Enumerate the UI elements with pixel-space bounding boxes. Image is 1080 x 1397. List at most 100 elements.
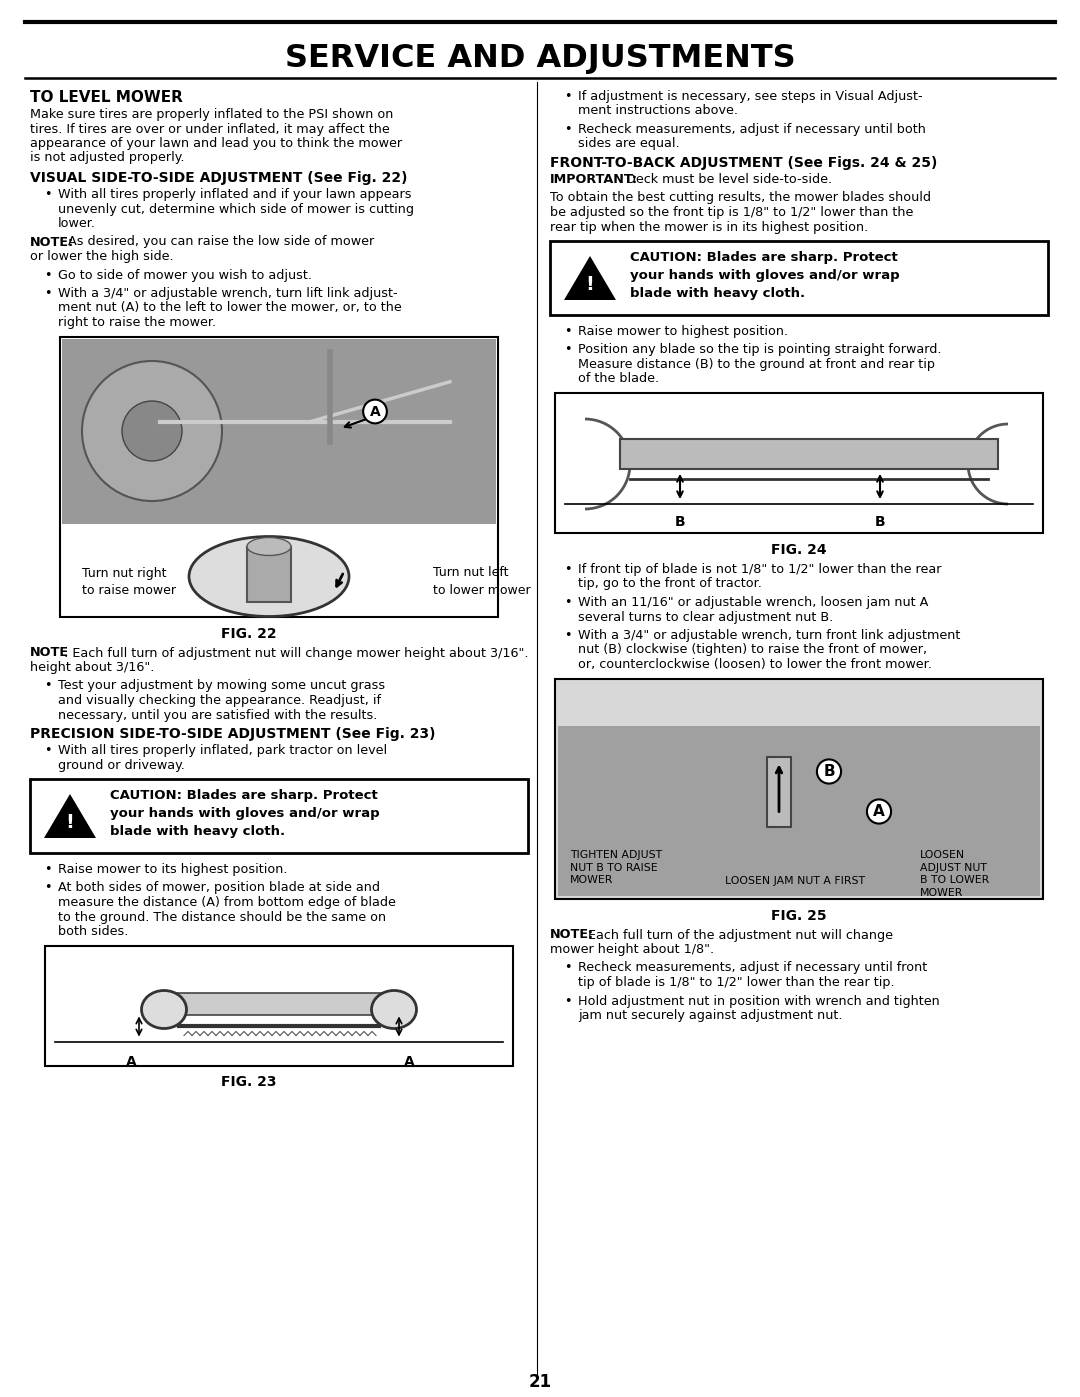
Text: !: !: [585, 274, 594, 293]
Text: •: •: [44, 268, 52, 282]
Text: tires. If tires are over or under inflated, it may affect the: tires. If tires are over or under inflat…: [30, 123, 390, 136]
Text: : Each full turn of adjustment nut will change mower height about 3/16".: : Each full turn of adjustment nut will …: [64, 647, 528, 659]
Text: 21: 21: [528, 1373, 552, 1391]
Text: FIG. 25: FIG. 25: [771, 908, 827, 922]
Text: height about 3/16".: height about 3/16".: [30, 661, 154, 673]
Text: tip of blade is 1/8" to 1/2" lower than the rear tip.: tip of blade is 1/8" to 1/2" lower than …: [578, 977, 894, 989]
Text: •: •: [564, 563, 571, 576]
Text: With an 11/16" or adjustable wrench, loosen jam nut A: With an 11/16" or adjustable wrench, loo…: [578, 597, 929, 609]
Bar: [45, 946, 513, 1066]
Text: With a 3/4" or adjustable wrench, turn front link adjustment: With a 3/4" or adjustable wrench, turn f…: [578, 629, 960, 643]
Text: both sides.: both sides.: [58, 925, 129, 937]
Text: •: •: [564, 326, 571, 338]
Text: NOTE:: NOTE:: [550, 929, 594, 942]
Text: ment instructions above.: ment instructions above.: [578, 105, 738, 117]
Bar: [620, 439, 998, 469]
Text: or lower the high side.: or lower the high side.: [30, 250, 174, 263]
Text: Raise mower to its highest position.: Raise mower to its highest position.: [58, 863, 287, 876]
Text: mower height about 1/8".: mower height about 1/8".: [550, 943, 714, 956]
Text: of the blade.: of the blade.: [578, 373, 659, 386]
Text: •: •: [44, 286, 52, 300]
Text: B: B: [875, 515, 886, 529]
Bar: [247, 546, 291, 602]
Text: A: A: [369, 405, 380, 419]
Bar: [555, 393, 1043, 534]
Text: Hold adjustment nut in position with wrench and tighten: Hold adjustment nut in position with wre…: [578, 995, 940, 1007]
Text: At both sides of mower, position blade at side and: At both sides of mower, position blade a…: [58, 882, 380, 894]
Circle shape: [82, 360, 222, 502]
Text: rear tip when the mower is in its highest position.: rear tip when the mower is in its highes…: [550, 221, 868, 233]
Text: With all tires properly inflated, park tractor on level: With all tires properly inflated, park t…: [58, 745, 387, 757]
Text: Deck must be level side-to-side.: Deck must be level side-to-side.: [622, 173, 832, 186]
Ellipse shape: [372, 990, 417, 1028]
Text: PRECISION SIDE-TO-SIDE ADJUSTMENT (See Fig. 23): PRECISION SIDE-TO-SIDE ADJUSTMENT (See F…: [30, 726, 435, 740]
Ellipse shape: [247, 538, 291, 556]
Text: LOOSEN
ADJUST NUT
B TO LOWER
MOWER: LOOSEN ADJUST NUT B TO LOWER MOWER: [920, 851, 989, 898]
Text: ground or driveway.: ground or driveway.: [58, 759, 185, 771]
Text: nut (B) clockwise (tighten) to raise the front of mower,: nut (B) clockwise (tighten) to raise the…: [578, 644, 927, 657]
Text: SERVICE AND ADJUSTMENTS: SERVICE AND ADJUSTMENTS: [285, 42, 795, 74]
Text: several turns to clear adjustment nut B.: several turns to clear adjustment nut B.: [578, 610, 834, 623]
Text: tip, go to the front of tractor.: tip, go to the front of tractor.: [578, 577, 761, 591]
Text: !: !: [66, 813, 75, 831]
Text: With a 3/4" or adjustable wrench, turn lift link adjust-: With a 3/4" or adjustable wrench, turn l…: [58, 286, 397, 300]
Text: A: A: [873, 805, 885, 819]
Text: B: B: [675, 515, 686, 529]
Text: Turn nut left
to lower mower: Turn nut left to lower mower: [433, 567, 530, 597]
Text: NOTE:: NOTE:: [30, 236, 75, 249]
Bar: [30, 780, 528, 854]
Text: Test your adjustment by mowing some uncut grass: Test your adjustment by mowing some uncu…: [58, 679, 386, 693]
Text: Recheck measurements, adjust if necessary until front: Recheck measurements, adjust if necessar…: [578, 961, 928, 975]
Bar: [550, 242, 1048, 314]
Text: sides are equal.: sides are equal.: [578, 137, 679, 151]
Text: lower.: lower.: [58, 217, 96, 231]
Text: ment nut (A) to the left to lower the mower, or, to the: ment nut (A) to the left to lower the mo…: [58, 302, 402, 314]
Text: Go to side of mower you wish to adjust.: Go to side of mower you wish to adjust.: [58, 268, 312, 282]
Text: •: •: [564, 597, 571, 609]
Text: •: •: [44, 882, 52, 894]
Text: •: •: [44, 679, 52, 693]
Ellipse shape: [189, 536, 349, 616]
Text: unevenly cut, determine which side of mower is cutting: unevenly cut, determine which side of mo…: [58, 203, 414, 215]
Text: Position any blade so the tip is pointing straight forward.: Position any blade so the tip is pointin…: [578, 344, 942, 356]
Text: •: •: [564, 89, 571, 103]
Bar: [60, 337, 498, 616]
Text: As desired, you can raise the low side of mower: As desired, you can raise the low side o…: [68, 236, 375, 249]
Text: To obtain the best cutting results, the mower blades should: To obtain the best cutting results, the …: [550, 191, 931, 204]
Text: A: A: [125, 1055, 136, 1069]
Text: A: A: [404, 1055, 415, 1069]
Text: appearance of your lawn and lead you to think the mower: appearance of your lawn and lead you to …: [30, 137, 402, 149]
Text: or, counterclockwise (loosen) to lower the front mower.: or, counterclockwise (loosen) to lower t…: [578, 658, 932, 671]
Text: •: •: [564, 123, 571, 136]
Text: Recheck measurements, adjust if necessary until both: Recheck measurements, adjust if necessar…: [578, 123, 926, 136]
Text: IMPORTANT:: IMPORTANT:: [550, 173, 638, 186]
Text: •: •: [44, 745, 52, 757]
Text: CAUTION: Blades are sharp. Protect
your hands with gloves and/or wrap
blade with: CAUTION: Blades are sharp. Protect your …: [630, 251, 900, 300]
Bar: [767, 757, 791, 827]
Bar: [558, 725, 1040, 895]
Text: FIG. 22: FIG. 22: [221, 626, 276, 640]
Text: FIG. 23: FIG. 23: [221, 1076, 276, 1090]
Text: •: •: [44, 863, 52, 876]
Text: LOOSEN JAM NUT A FIRST: LOOSEN JAM NUT A FIRST: [725, 876, 865, 886]
Bar: [168, 992, 389, 1014]
Text: TO LEVEL MOWER: TO LEVEL MOWER: [30, 89, 183, 105]
Text: If adjustment is necessary, see steps in Visual Adjust-: If adjustment is necessary, see steps in…: [578, 89, 922, 103]
Ellipse shape: [141, 990, 187, 1028]
Polygon shape: [564, 256, 616, 300]
Text: •: •: [564, 629, 571, 643]
Bar: [555, 679, 1043, 898]
Text: to the ground. The distance should be the same on: to the ground. The distance should be th…: [58, 911, 387, 923]
Bar: [62, 338, 496, 524]
Circle shape: [122, 401, 183, 461]
Text: •: •: [564, 961, 571, 975]
Text: •: •: [44, 189, 52, 201]
Text: VISUAL SIDE-TO-SIDE ADJUSTMENT (See Fig. 22): VISUAL SIDE-TO-SIDE ADJUSTMENT (See Fig.…: [30, 170, 407, 184]
Text: be adjusted so the front tip is 1/8" to 1/2" lower than the: be adjusted so the front tip is 1/8" to …: [550, 205, 914, 219]
Text: Make sure tires are properly inflated to the PSI shown on: Make sure tires are properly inflated to…: [30, 108, 393, 122]
Text: Each full turn of the adjustment nut will change: Each full turn of the adjustment nut wil…: [588, 929, 893, 942]
Text: measure the distance (A) from bottom edge of blade: measure the distance (A) from bottom edg…: [58, 895, 396, 909]
Text: right to raise the mower.: right to raise the mower.: [58, 316, 216, 330]
Text: Raise mower to highest position.: Raise mower to highest position.: [578, 326, 788, 338]
Text: Turn nut right
to raise mower: Turn nut right to raise mower: [82, 567, 176, 597]
